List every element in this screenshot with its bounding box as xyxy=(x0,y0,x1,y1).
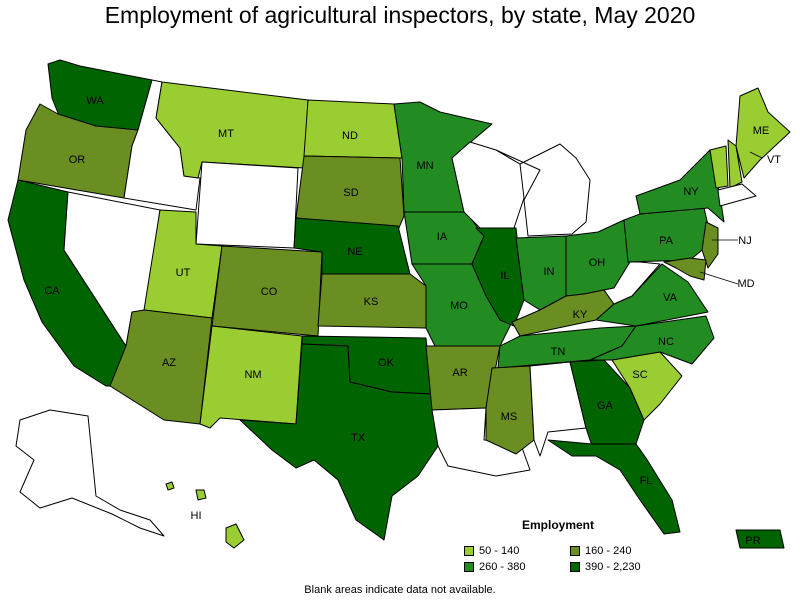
state-fl[interactable] xyxy=(547,439,681,535)
label-tn: TN xyxy=(551,346,566,358)
state-mi[interactable] xyxy=(495,143,591,237)
state-az[interactable] xyxy=(109,309,213,425)
legend-item-2: 160 - 240 xyxy=(570,544,631,558)
state-ga[interactable] xyxy=(569,359,645,447)
label-mt: MT xyxy=(218,128,234,140)
legend-swatch xyxy=(464,562,474,572)
label-ok: OK xyxy=(378,357,395,369)
label-oh: OH xyxy=(589,257,606,269)
legend-label: 390 - 2,230 xyxy=(585,561,641,573)
state-hi[interactable] xyxy=(225,523,245,549)
label-fl: FL xyxy=(640,475,653,487)
label-mo: MO xyxy=(450,300,468,312)
state-ak[interactable] xyxy=(15,409,165,537)
state-tx[interactable] xyxy=(239,343,439,541)
label-az: AZ xyxy=(162,357,176,369)
map-title: Employment of agricultural inspectors, b… xyxy=(104,2,696,28)
label-or: OR xyxy=(69,154,86,166)
state-la[interactable] xyxy=(431,407,531,477)
md-leader xyxy=(699,271,739,285)
state-hi-islands[interactable] xyxy=(165,481,175,491)
legend-item-4: 390 - 2,230 xyxy=(570,560,641,574)
state-sd[interactable] xyxy=(295,155,405,231)
state-vt[interactable] xyxy=(709,145,729,189)
label-nd: ND xyxy=(342,130,358,142)
state-nh[interactable] xyxy=(727,139,743,189)
label-nc: NC xyxy=(658,336,674,348)
state-nc[interactable] xyxy=(589,315,715,365)
label-tx: TX xyxy=(351,432,366,444)
legend-swatch xyxy=(464,546,474,556)
label-ca: CA xyxy=(44,285,60,297)
label-ar: AR xyxy=(452,367,467,379)
state-wi[interactable] xyxy=(451,141,525,229)
label-mn: MN xyxy=(416,160,433,172)
label-pr: PR xyxy=(745,535,760,547)
label-md: MD xyxy=(737,278,754,290)
label-hi: HI xyxy=(191,510,202,522)
state-in[interactable] xyxy=(515,235,567,311)
state-pr[interactable] xyxy=(735,529,785,549)
label-ks: KS xyxy=(364,296,379,308)
label-ne: NE xyxy=(347,246,362,258)
label-ms: MS xyxy=(501,411,518,423)
label-pa: PA xyxy=(659,235,674,247)
vt-leader xyxy=(749,151,763,159)
label-me: ME xyxy=(753,125,770,137)
label-nm: NM xyxy=(244,369,261,381)
label-ny: NY xyxy=(683,186,699,198)
legend-label: 160 - 240 xyxy=(585,545,632,557)
label-in: IN xyxy=(544,266,555,278)
state-wy[interactable] xyxy=(195,161,299,249)
label-ky: KY xyxy=(573,309,588,321)
legend-label: 50 - 140 xyxy=(479,545,520,557)
label-il: IL xyxy=(500,270,509,282)
label-vt: VT xyxy=(767,154,781,166)
label-ga: GA xyxy=(597,400,614,412)
legend-title: Employment xyxy=(522,518,595,532)
label-ia: IA xyxy=(437,231,448,243)
state-me[interactable] xyxy=(735,87,791,179)
footnote: Blank areas indicate data not available. xyxy=(304,584,496,596)
state-md[interactable] xyxy=(663,257,707,281)
legend-label: 260 - 380 xyxy=(479,561,526,573)
label-co: CO xyxy=(261,286,278,298)
label-sd: SD xyxy=(343,187,358,199)
legend-item-1: 50 - 140 xyxy=(464,544,519,558)
label-va: VA xyxy=(663,292,678,304)
label-ut: UT xyxy=(176,267,191,279)
state-nj[interactable] xyxy=(701,221,719,269)
label-wa: WA xyxy=(86,95,104,107)
state-hi-maui[interactable] xyxy=(195,489,207,501)
legend-swatch xyxy=(570,546,580,556)
state-ma[interactable] xyxy=(717,183,757,207)
state-ny[interactable] xyxy=(635,149,725,223)
label-sc: SC xyxy=(632,369,647,381)
legend-item-3: 260 - 380 xyxy=(464,560,525,574)
legend-swatch xyxy=(570,562,580,572)
label-nj: NJ xyxy=(738,235,751,247)
